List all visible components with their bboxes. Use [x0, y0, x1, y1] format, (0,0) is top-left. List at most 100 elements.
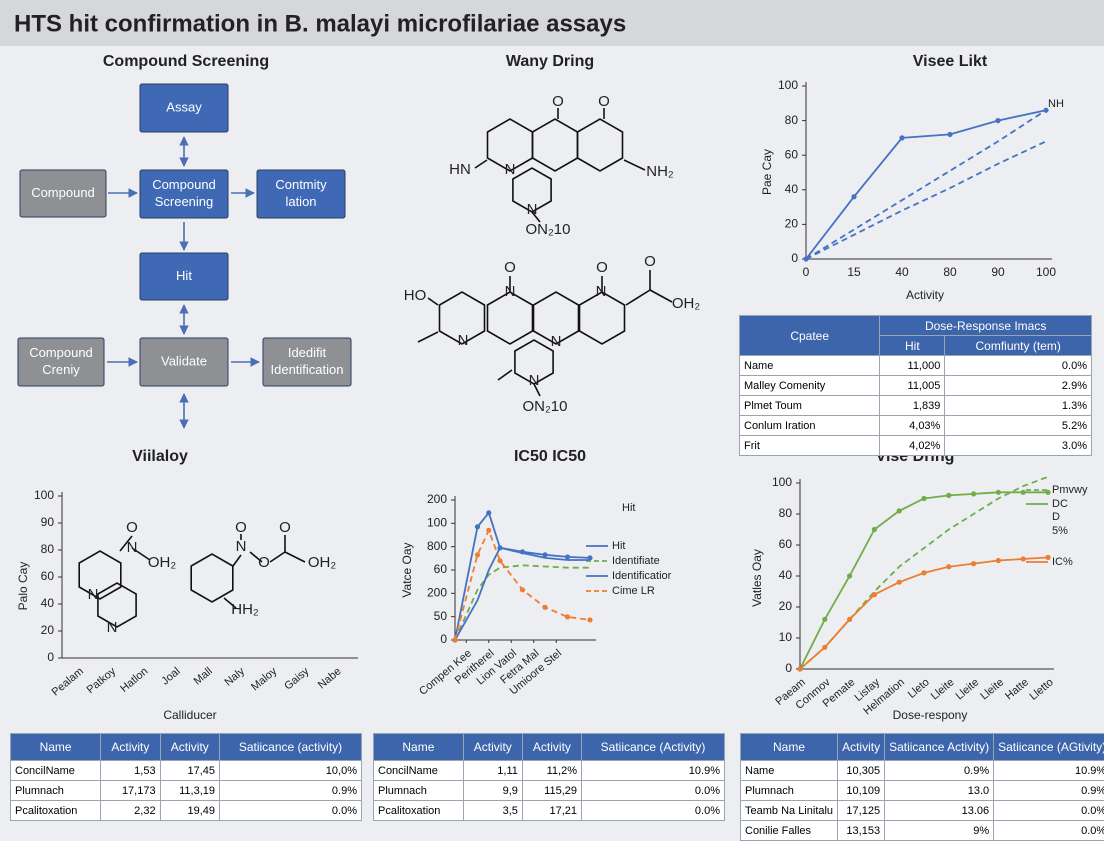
- bond: [533, 383, 541, 397]
- cell: Pcalitoxation: [9, 800, 102, 821]
- cell: 0.0%: [581, 780, 725, 801]
- atom-label: O: [596, 259, 608, 276]
- cell: 5.2%: [944, 415, 1092, 436]
- header-cell: Comfiunty (tem): [944, 335, 1092, 356]
- atom-label: O: [552, 93, 564, 110]
- cell: 11,3,19: [159, 780, 221, 801]
- x-axis-label: Calliducer: [163, 708, 216, 722]
- cell: 1,839: [879, 395, 946, 416]
- flow-arrows: [107, 136, 260, 429]
- structures-title: Wany Dring: [506, 53, 594, 70]
- point: [871, 526, 878, 533]
- cell: 0.9%: [884, 760, 995, 781]
- header-cell: Hit: [879, 335, 946, 356]
- x-tick-label: 15: [847, 265, 861, 279]
- atom-label: HO: [404, 287, 427, 304]
- cell: 2,32: [100, 800, 161, 821]
- x-tick-label: Lleite: [978, 676, 1006, 702]
- legend-label: DC: [1052, 498, 1068, 510]
- y-tick-label: 20: [41, 623, 55, 637]
- y-tick-label: 10: [779, 630, 793, 644]
- cell: 13.06: [884, 800, 995, 821]
- x-tick-label: 0: [803, 265, 810, 279]
- series-line: [805, 140, 1047, 260]
- flow-node: [139, 169, 229, 219]
- point: [474, 524, 481, 530]
- ring: [578, 291, 626, 345]
- ring: [438, 291, 486, 345]
- y-tick-label: 20: [779, 599, 793, 613]
- legend-label: Pmvwy: [1052, 484, 1088, 496]
- page-title: HTS hit confirmation in B. malayi microf…: [14, 10, 626, 37]
- point: [1020, 556, 1026, 562]
- cell: Plumnach: [9, 780, 102, 801]
- cell: Pcalitoxation: [373, 800, 464, 821]
- header-cell: Satiicance (activity): [219, 733, 362, 761]
- chart-title: Visee Likt: [913, 53, 988, 70]
- atom-label: NH₂: [646, 163, 674, 180]
- series-line: [799, 475, 1049, 670]
- flow-node-label: Assay: [166, 99, 202, 114]
- chart-title: Viilaloy: [132, 448, 188, 465]
- x-tick-label: Lleite: [954, 676, 982, 702]
- legend-label: IC%: [1052, 556, 1073, 568]
- cell: 0.0%: [944, 355, 1092, 376]
- atom-label: N: [596, 283, 607, 300]
- cell: 17,173: [100, 780, 161, 801]
- point: [1045, 489, 1051, 495]
- chart-title: IC50 IC50: [514, 448, 586, 465]
- cell: 1,53: [100, 760, 161, 781]
- x-tick-label: Hatte: [1003, 676, 1031, 702]
- cell: 17,21: [521, 800, 583, 821]
- point: [921, 570, 927, 576]
- header-cell: Cpatee: [738, 315, 881, 356]
- point: [519, 587, 526, 593]
- cell: Malley Comenity: [738, 375, 881, 396]
- point: [474, 552, 481, 558]
- x-axis-label: Activity: [906, 288, 944, 302]
- cell: 17,45: [159, 760, 221, 781]
- flow-node: [19, 169, 107, 218]
- point: [947, 131, 953, 138]
- header-cell: Activity: [100, 733, 161, 761]
- legend-label: Identificatior: [612, 570, 672, 582]
- annotation: NH: [1048, 98, 1064, 110]
- series-line: [454, 546, 590, 641]
- cell: 0.0%: [993, 800, 1104, 821]
- header-cell: Activity: [521, 733, 583, 761]
- x-tick-label: Naly: [222, 665, 247, 689]
- atom-label: N: [107, 619, 118, 636]
- y-axis-label: Palo Cay: [16, 562, 30, 611]
- cell: 13.0: [884, 780, 995, 801]
- atom-label: N: [88, 586, 99, 603]
- ring: [78, 550, 122, 600]
- cell: 0.0%: [993, 820, 1104, 841]
- y-tick-label: 100: [427, 516, 447, 530]
- flow-node-label: Validate: [161, 353, 207, 368]
- ring: [190, 553, 234, 603]
- point: [1020, 489, 1026, 495]
- y-tick-label: 20: [785, 217, 799, 231]
- header-cell: Satiicance Activity): [884, 733, 995, 761]
- ring: [486, 291, 534, 345]
- cell: 10,305: [837, 760, 886, 781]
- header-cell: Name: [739, 733, 839, 761]
- bond: [249, 551, 263, 563]
- atom-label: O: [258, 554, 270, 571]
- cell: 4,03%: [879, 415, 946, 436]
- series-line: [805, 109, 1047, 260]
- cell: 13,153: [837, 820, 886, 841]
- x-tick-label: Joal: [159, 665, 182, 687]
- point: [946, 564, 952, 570]
- point: [587, 617, 593, 623]
- y-tick-label: 80: [779, 506, 793, 520]
- y-tick-label: 60: [785, 147, 799, 161]
- point: [542, 552, 548, 558]
- header-cell: Satiicance (AGtivity): [993, 733, 1104, 761]
- header-cell: Name: [373, 733, 464, 761]
- y-tick-label: 60: [434, 562, 448, 576]
- point: [1045, 554, 1051, 561]
- flow-node-label: Hit: [176, 268, 192, 283]
- flow-node-label: Idedifit Identification: [271, 345, 344, 377]
